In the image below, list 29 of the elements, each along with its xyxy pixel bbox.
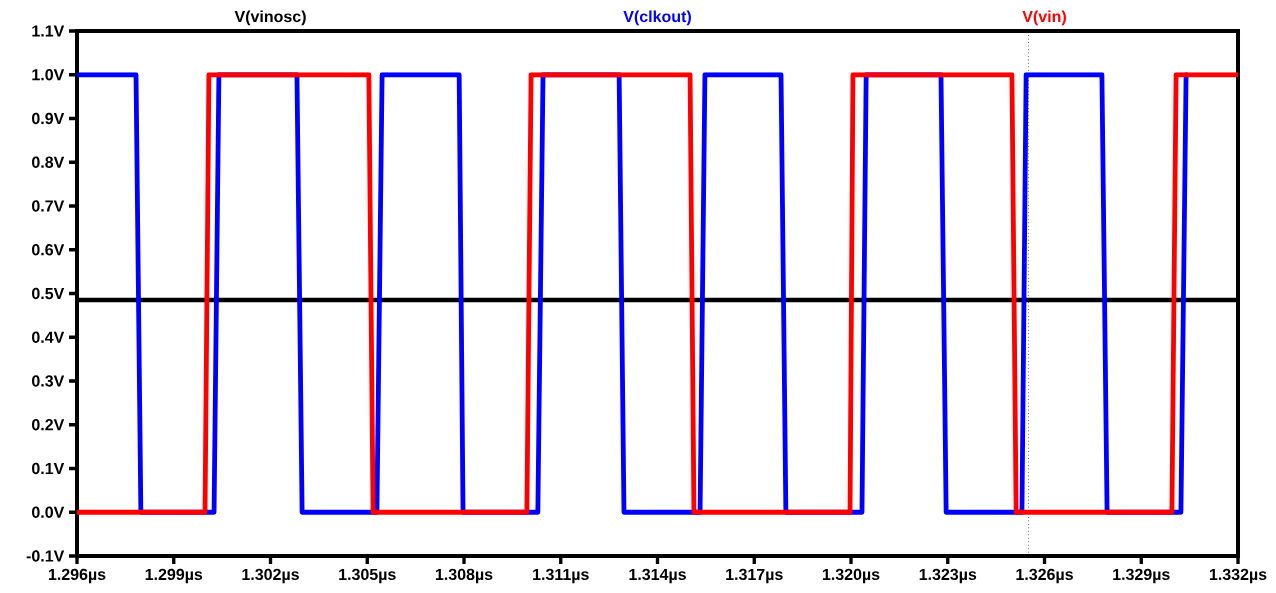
y-tick-label: -0.1V [26,550,65,562]
y-tick-label: 0.2V [32,419,65,431]
text: V(clkout) [623,10,691,26]
x-tick-label: 1.314µs [629,568,686,584]
y-tick-label: 1.1V [32,25,65,37]
y-tick-label: 0.9V [32,112,65,125]
x-tick-label: 1.308µs [435,568,493,584]
x-tick-label: 1.296µs [48,568,106,584]
y-tick-label: 0.8V [32,156,65,168]
x-tick-label: 1.323µs [919,568,977,584]
y-tick-label: 0.0V [32,506,65,518]
x-tick-label: 1.302µs [242,568,299,584]
y-tick-label: 0.5V [32,287,65,300]
x-tick-label: 1.326µs [1016,568,1073,584]
text: V(vinosc) [234,10,306,26]
y-tick-label: 0.3V [32,375,65,387]
x-tick-label: 1.305µs [339,568,396,584]
x-tick-label: 1.320µs [822,568,880,584]
x-tick-label: 1.317µs [726,568,783,584]
y-tick-label: 0.7V [32,200,65,212]
y-tick-label: 0.1V [32,462,65,475]
x-tick-label: 1.332µs [1209,568,1267,584]
y-tick-label: 0.4V [32,331,65,343]
y-tick-label: 0.6V [32,244,65,256]
x-tick-label: 1.329µs [1113,568,1170,584]
text: V(vin) [1022,10,1066,26]
x-tick-label: 1.299µs [145,568,203,584]
y-tick-label: 1.0V [32,69,65,81]
x-tick-label: 1.311µs [533,568,589,584]
